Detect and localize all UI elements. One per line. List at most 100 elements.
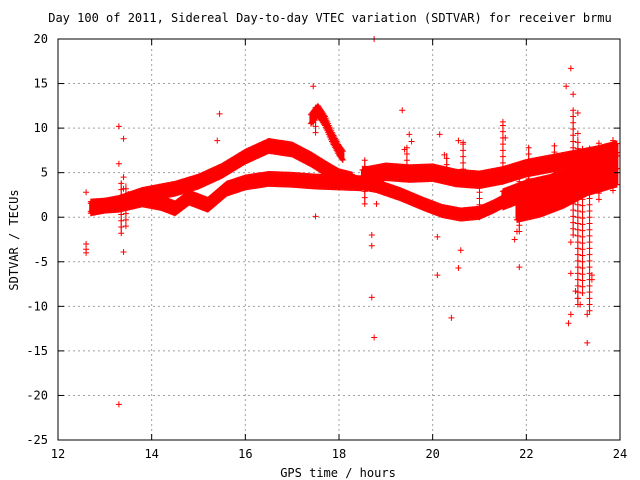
data-point xyxy=(570,225,577,232)
data-point xyxy=(574,139,581,146)
data-point xyxy=(368,232,375,239)
data-point xyxy=(586,239,593,246)
data-point xyxy=(525,150,532,157)
data-point xyxy=(567,239,574,246)
data-point xyxy=(118,224,125,231)
data-point xyxy=(595,196,602,203)
data-point xyxy=(476,195,483,202)
data-point xyxy=(579,271,586,278)
data-point xyxy=(586,257,593,264)
data-point xyxy=(570,138,577,145)
data-point xyxy=(499,118,506,125)
data-point xyxy=(516,264,523,271)
data-point xyxy=(586,207,593,214)
data-point xyxy=(574,245,581,252)
x-axis-label: GPS time / hours xyxy=(280,466,396,480)
data-point xyxy=(574,295,581,302)
data-point xyxy=(613,149,620,156)
y-tick-label: -15 xyxy=(26,344,48,358)
data-point xyxy=(574,270,581,277)
y-tick-label: -25 xyxy=(26,433,48,447)
data-point xyxy=(448,314,455,321)
data-point xyxy=(579,265,586,272)
data-point xyxy=(579,215,586,222)
data-point xyxy=(460,159,467,166)
data-point xyxy=(565,320,572,327)
data-point xyxy=(574,264,581,271)
data-point xyxy=(408,138,415,145)
data-point xyxy=(570,207,577,214)
data-point xyxy=(312,129,319,136)
axis-ticks: 12 14 16 18 20 22 24 -25 -20 -15 -10 -5 0 5 10 15 20 xyxy=(26,32,627,461)
data-point xyxy=(567,65,574,72)
data-point xyxy=(434,233,441,240)
data-point xyxy=(436,131,443,138)
data-point xyxy=(579,246,586,253)
data-point xyxy=(551,142,558,149)
data-point xyxy=(579,227,586,234)
data-point xyxy=(120,248,127,255)
data-point xyxy=(570,213,577,220)
data-point xyxy=(567,270,574,277)
data-point xyxy=(574,201,581,208)
data-point xyxy=(613,140,620,147)
data-point xyxy=(368,242,375,249)
data-point xyxy=(115,160,122,167)
data-point xyxy=(361,200,368,207)
chart-title: Day 100 of 2011, Sidereal Day-to-day VTE… xyxy=(48,11,612,25)
data-point xyxy=(115,123,122,130)
data-point xyxy=(399,107,406,114)
data-point xyxy=(567,311,574,318)
data-point xyxy=(579,221,586,228)
data-point xyxy=(434,272,441,279)
data-point xyxy=(579,240,586,247)
data-point xyxy=(579,283,586,290)
data-point xyxy=(574,207,581,214)
data-point xyxy=(586,301,593,308)
data-point xyxy=(476,189,483,196)
data-point xyxy=(361,194,368,201)
y-tick-label: 0 xyxy=(41,210,48,224)
data-point xyxy=(511,236,518,243)
y-tick-label: 5 xyxy=(41,166,48,180)
data-point xyxy=(574,251,581,258)
data-point xyxy=(586,232,593,239)
data-point xyxy=(120,135,127,142)
x-tick-label: 14 xyxy=(144,447,158,461)
data-point xyxy=(570,107,577,114)
data-point xyxy=(586,264,593,271)
data-point xyxy=(122,223,129,230)
data-layer xyxy=(83,36,620,408)
data-point xyxy=(574,226,581,233)
data-point xyxy=(579,202,586,209)
data-point xyxy=(586,226,593,233)
data-point xyxy=(579,277,586,284)
data-point xyxy=(406,131,413,138)
x-tick-label: 24 xyxy=(613,447,627,461)
data-point xyxy=(499,128,506,135)
x-tick-label: 18 xyxy=(332,447,346,461)
data-point xyxy=(120,174,127,181)
data-point xyxy=(570,91,577,98)
data-point xyxy=(574,257,581,264)
y-tick-label: 15 xyxy=(34,77,48,91)
data-point xyxy=(586,289,593,296)
data-point xyxy=(499,153,506,160)
data-point xyxy=(83,249,90,256)
y-tick-label: 10 xyxy=(34,121,48,135)
data-point xyxy=(361,157,368,164)
data-point xyxy=(499,147,506,154)
data-point xyxy=(115,401,122,408)
data-point xyxy=(122,216,129,223)
y-tick-label: -10 xyxy=(26,299,48,313)
data-point xyxy=(563,83,570,90)
data-point xyxy=(586,245,593,252)
data-point xyxy=(403,157,410,164)
data-point xyxy=(570,119,577,126)
data-point xyxy=(574,220,581,227)
y-tick-label: -20 xyxy=(26,388,48,402)
data-point xyxy=(586,295,593,302)
data-point xyxy=(310,83,317,90)
data-point xyxy=(574,276,581,283)
